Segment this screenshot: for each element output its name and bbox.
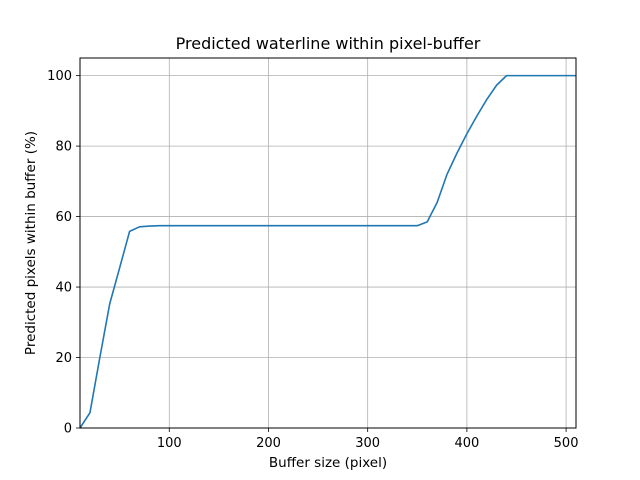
x-tick-label: 500 <box>554 436 579 451</box>
y-tick-label: 80 <box>55 140 72 155</box>
y-tick-label: 20 <box>55 351 72 366</box>
series-line <box>79 74 576 429</box>
y-tick-label: 100 <box>47 69 72 84</box>
y-tick-label: 0 <box>64 422 72 437</box>
x-axis-label: Buffer size (pixel) <box>269 455 387 471</box>
x-tick-label: 100 <box>157 436 182 451</box>
ticks: 100 200 300 400 500 0 20 40 60 80 100 <box>47 69 578 451</box>
y-axis-label: Predicted pixels within buffer (%) <box>23 131 39 355</box>
x-tick-label: 200 <box>256 436 281 451</box>
x-tick-label: 400 <box>454 436 479 451</box>
y-tick-label: 40 <box>55 281 72 296</box>
y-tick-label: 60 <box>55 210 72 225</box>
series-layer <box>79 74 576 429</box>
chart-title: Predicted waterline within pixel-buffer <box>176 34 481 53</box>
x-tick-label: 300 <box>355 436 380 451</box>
plot-frame <box>79 57 577 429</box>
